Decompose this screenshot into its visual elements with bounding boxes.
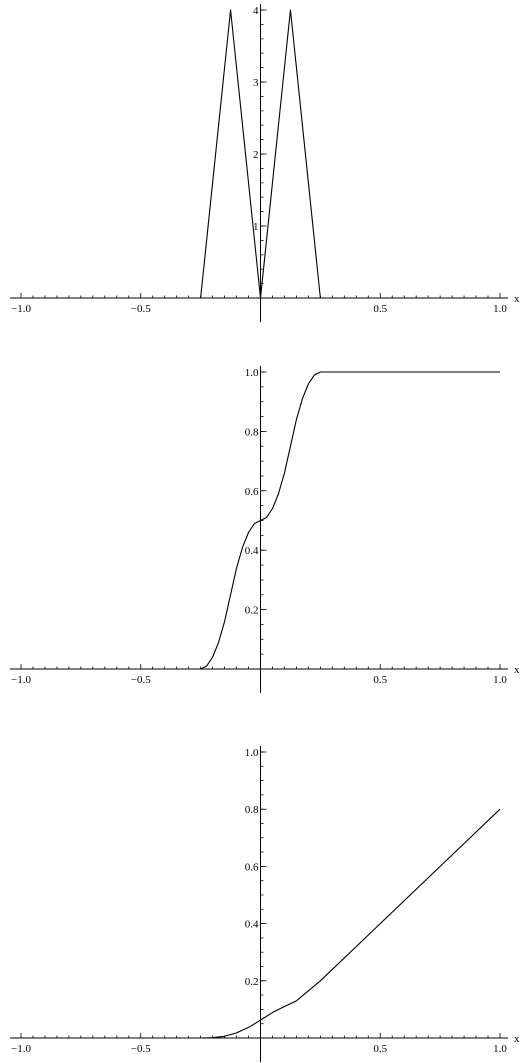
y-tick-label: 0.8 bbox=[245, 426, 259, 438]
chart-smooth-step: −1.0 −0.5 0.5 1.0 x 0.2 0.4 0.6 0.8 1.0 bbox=[10, 366, 520, 693]
x-tick-label: −1.0 bbox=[11, 1043, 31, 1055]
series-line bbox=[21, 808, 501, 1039]
y-ticks bbox=[260, 9, 267, 285]
y-tick-label: 2 bbox=[253, 149, 259, 161]
x-tick-label: −0.5 bbox=[131, 674, 151, 686]
x-tick-label: −0.5 bbox=[131, 1043, 151, 1055]
series-line bbox=[21, 9, 500, 299]
x-tick-label: 0.5 bbox=[373, 674, 387, 686]
x-tick-label: −0.5 bbox=[131, 303, 151, 315]
y-tick-label: 0.4 bbox=[245, 919, 259, 931]
y-tick-label: 0.2 bbox=[245, 976, 259, 988]
x-tick-label: −1.0 bbox=[11, 674, 31, 686]
x-axis-label: x bbox=[514, 1033, 520, 1045]
x-axis-label: x bbox=[514, 664, 520, 676]
chart-ramp: −1.0 −0.5 0.5 1.0 x 0.2 0.4 0.6 0.8 1.0 bbox=[10, 746, 520, 1062]
x-tick-label: 1.0 bbox=[493, 674, 507, 686]
x-tick-label: −1.0 bbox=[11, 303, 31, 315]
y-tick-label: 0.6 bbox=[245, 861, 259, 873]
y-ticks bbox=[260, 751, 267, 1025]
y-ticks bbox=[260, 371, 267, 655]
x-tick-label: 0.5 bbox=[373, 303, 387, 315]
y-tick-label: 0.8 bbox=[245, 804, 259, 816]
y-tick-label: 0.4 bbox=[245, 545, 259, 557]
y-tick-label: 0.2 bbox=[245, 605, 259, 617]
y-tick-label: 3 bbox=[253, 77, 259, 89]
x-tick-label: 1.0 bbox=[493, 1043, 507, 1055]
y-tick-label: 1.0 bbox=[245, 367, 259, 379]
chart-double-triangle: −1.0 −0.5 0.5 1.0 x 1 2 3 4 bbox=[10, 4, 520, 322]
x-tick-label: 0.5 bbox=[373, 1043, 387, 1055]
x-axis-label: x bbox=[514, 293, 520, 305]
y-tick-label: 0.6 bbox=[245, 486, 259, 498]
y-tick-label: 4 bbox=[253, 5, 259, 17]
y-tick-label: 1.0 bbox=[245, 747, 259, 759]
series-line bbox=[21, 371, 500, 670]
x-tick-label: 1.0 bbox=[493, 303, 507, 315]
y-tick-label: 1 bbox=[253, 221, 259, 233]
